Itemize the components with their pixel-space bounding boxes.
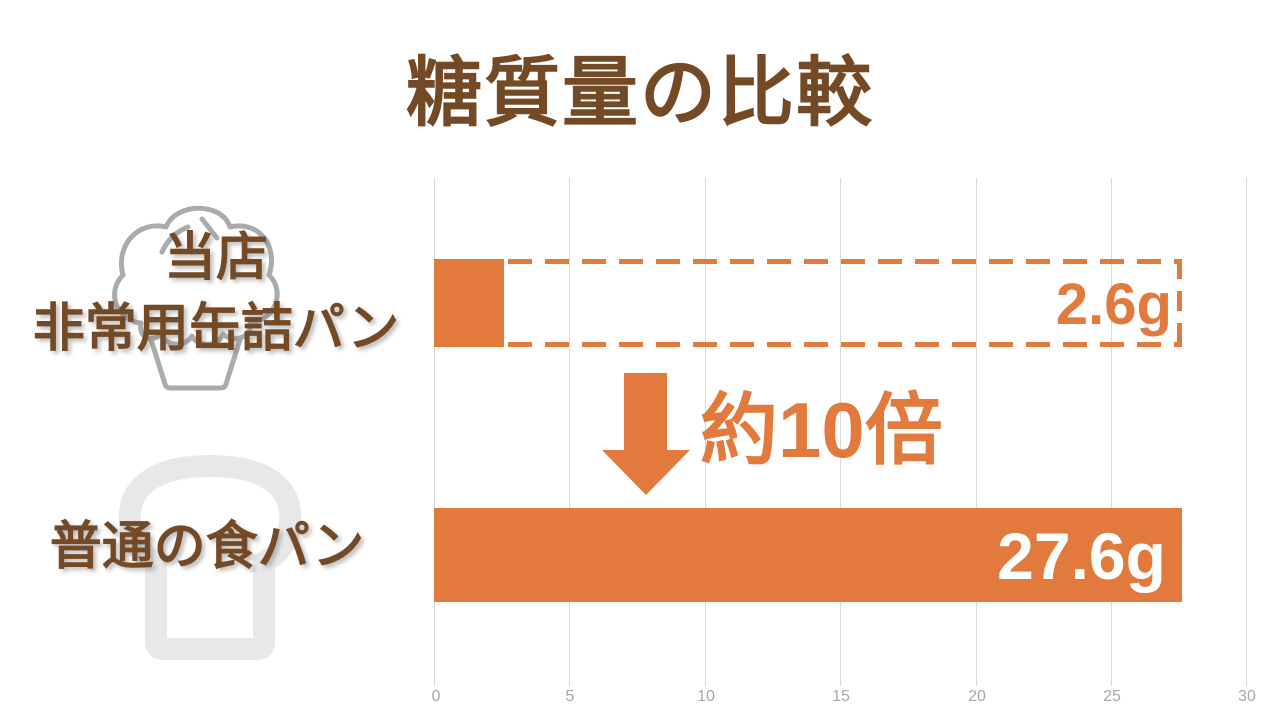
dashed-border-bottom <box>434 342 1182 347</box>
gridline <box>705 178 706 686</box>
bar-canned-bread <box>434 259 505 347</box>
category-label-regular-bread: 普通の食パン <box>0 506 414 588</box>
x-axis-tick-label: 30 <box>1238 688 1256 705</box>
gridline <box>569 178 570 686</box>
bar-regular-bread: 27.6g <box>434 508 1182 602</box>
category-label-line: 普通の食パン <box>49 518 365 576</box>
dashed-border-right <box>1176 259 1182 347</box>
x-axis-tick-label: 5 <box>565 688 575 705</box>
x-axis-tick-label: 0 <box>431 688 441 705</box>
gridline <box>840 178 841 686</box>
annotation-text: 約10倍 <box>700 386 943 474</box>
gridline <box>1111 178 1112 686</box>
dashed-border-top <box>434 259 1182 264</box>
page-title: 糖質量の比較 <box>406 51 874 136</box>
reference-dashed-outline: 2.6g <box>434 259 1182 347</box>
gridline <box>434 178 435 686</box>
value-label-regular-bread: 27.6g <box>997 519 1166 593</box>
muffin-icon <box>96 190 294 397</box>
category-label-line: 非常用缶詰パン <box>32 300 400 358</box>
category-label-line: 当店 <box>163 229 268 287</box>
value-label-canned-bread: 2.6g <box>1055 272 1172 337</box>
x-axis-tick-label: 15 <box>832 688 850 705</box>
down-arrow-icon <box>602 373 690 500</box>
x-axis-tick-label: 25 <box>1103 688 1121 705</box>
x-axis-tick-label: 20 <box>968 688 986 705</box>
gridline <box>976 178 977 686</box>
x-axis-tick-label: 10 <box>697 688 715 705</box>
bread-icon <box>114 450 306 667</box>
gridline <box>1246 178 1247 686</box>
category-label-canned-bread: 当店 非常用缶詰パン <box>0 223 432 365</box>
